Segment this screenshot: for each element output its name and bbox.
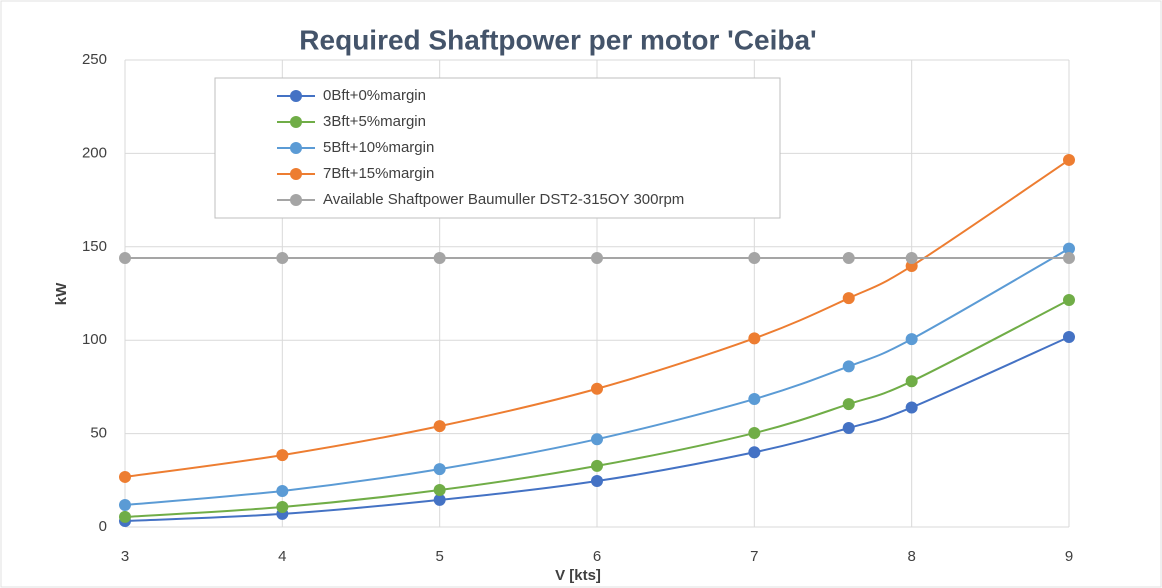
x-axis-label: V [kts] — [555, 567, 601, 584]
data-point — [433, 252, 446, 265]
data-point — [591, 433, 603, 446]
data-point — [842, 421, 855, 434]
x-tick-label: 4 — [278, 548, 286, 565]
data-point — [433, 484, 446, 497]
data-point — [119, 510, 131, 523]
legend-label: 0Bft+0%margin — [323, 87, 426, 104]
legend-label: 5Bft+10%margin — [323, 139, 434, 156]
data-point — [1063, 331, 1075, 344]
legend-swatch — [290, 194, 302, 206]
x-tick-label: 9 — [1065, 548, 1073, 565]
data-point — [433, 463, 446, 476]
data-point — [1063, 294, 1075, 307]
chart-title: Required Shaftpower per motor 'Ceiba' — [299, 24, 816, 55]
data-point — [276, 449, 289, 462]
data-point — [1063, 252, 1075, 265]
data-point — [748, 252, 761, 265]
data-point — [905, 333, 918, 346]
x-tick-label: 7 — [750, 548, 758, 565]
y-tick-label: 0 — [99, 518, 107, 535]
data-point — [748, 332, 761, 345]
legend-swatch — [290, 168, 302, 180]
data-point — [842, 360, 855, 373]
legend-label: Available Shaftpower Baumuller DST2-315O… — [323, 191, 684, 208]
data-point — [276, 252, 289, 265]
legend-swatch — [290, 90, 302, 102]
y-tick-label: 200 — [82, 144, 107, 161]
y-tick-label: 150 — [82, 238, 107, 255]
data-point — [591, 382, 603, 395]
data-point — [276, 501, 289, 514]
data-point — [433, 420, 446, 433]
y-tick-label: 100 — [82, 331, 107, 348]
data-point — [591, 475, 603, 488]
data-point — [591, 459, 603, 472]
x-tick-label: 5 — [435, 548, 443, 565]
x-tick-label: 8 — [907, 548, 915, 565]
data-point — [1063, 153, 1075, 166]
legend-label: 3Bft+5%margin — [323, 113, 426, 130]
legend-swatch — [290, 142, 302, 154]
data-point — [842, 252, 855, 265]
data-point — [905, 401, 918, 414]
x-tick-label: 3 — [121, 548, 129, 565]
data-point — [748, 427, 761, 440]
data-point — [842, 292, 855, 305]
data-point — [119, 252, 131, 265]
data-point — [119, 498, 131, 511]
y-axis-label: kW — [53, 282, 70, 305]
data-point — [591, 252, 603, 265]
data-point — [433, 493, 446, 506]
data-point — [119, 470, 131, 483]
data-point — [1063, 242, 1075, 255]
data-point — [276, 484, 289, 497]
x-tick-label: 6 — [593, 548, 601, 565]
data-point — [905, 375, 918, 388]
data-point — [905, 252, 918, 265]
legend-label: 7Bft+15%margin — [323, 165, 434, 182]
data-point — [748, 393, 761, 406]
data-point — [842, 398, 855, 411]
data-point — [748, 446, 761, 459]
y-tick-label: 250 — [82, 51, 107, 68]
y-tick-label: 50 — [90, 425, 107, 442]
legend-swatch — [290, 116, 302, 128]
